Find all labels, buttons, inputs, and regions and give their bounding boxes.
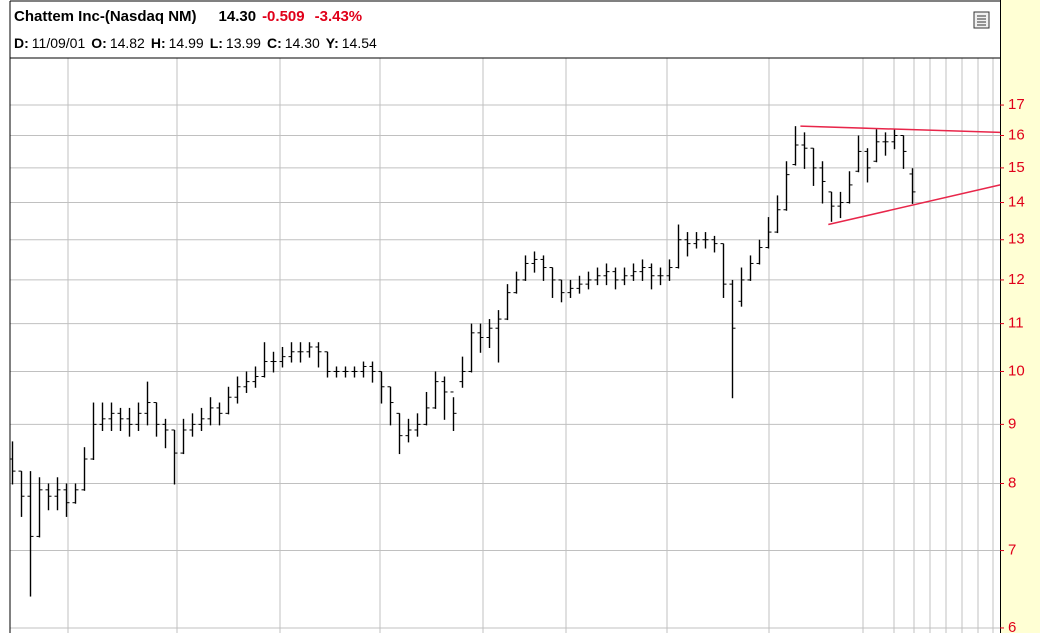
info-value: 14.54	[342, 35, 377, 51]
chart-title: Chattem Inc-(Nasdaq NM)	[14, 8, 197, 25]
icon-frame[interactable]	[973, 11, 990, 29]
change: -0.509	[262, 8, 305, 25]
y-tick-label: 10	[1008, 362, 1025, 379]
last-price: 14.30	[219, 8, 257, 25]
y-tick-label: 8	[1008, 474, 1016, 491]
y-tick-label: 9	[1008, 415, 1016, 432]
info-label: H:	[151, 35, 166, 51]
header-panel	[10, 0, 1001, 58]
plot-layer	[9, 104, 1001, 629]
y-tick-label: 15	[1008, 159, 1025, 176]
y-tick-label: 6	[1008, 619, 1016, 633]
info-label: Y:	[326, 35, 339, 51]
y-tick-label: 12	[1008, 271, 1025, 288]
y-tick-label: 11	[1008, 315, 1024, 332]
y-tick-label: 16	[1008, 126, 1025, 143]
info-label: C:	[267, 35, 282, 51]
y-tick-label: 7	[1008, 542, 1016, 559]
y-tick-label: 14	[1008, 194, 1025, 211]
time-grid	[67, 58, 994, 633]
axis-panel	[1001, 0, 1040, 633]
change-pct: -3.43%	[315, 8, 363, 25]
info-value: 14.82	[110, 35, 145, 51]
header-line: Chattem Inc-(Nasdaq NM) 14.30 -0.509 -3.43%	[14, 8, 362, 25]
info-value: 11/09/01	[32, 35, 86, 51]
menu-icon[interactable]	[973, 11, 990, 29]
y-tick-label: 13	[1008, 231, 1025, 248]
info-value: 14.99	[169, 35, 204, 51]
trendline	[828, 184, 1001, 226]
info-label: O:	[91, 35, 107, 51]
info-value: 13.99	[226, 35, 261, 51]
info-line: D: 11/09/01 O: 14.82 H: 14.99 L: 13.99 C: 14.30 Y:…	[14, 35, 377, 51]
info-value: 14.30	[285, 35, 320, 51]
trendline	[800, 125, 1001, 134]
y-tick-label: 17	[1008, 96, 1025, 113]
info-label: D:	[14, 35, 29, 51]
info-label: L:	[210, 35, 223, 51]
